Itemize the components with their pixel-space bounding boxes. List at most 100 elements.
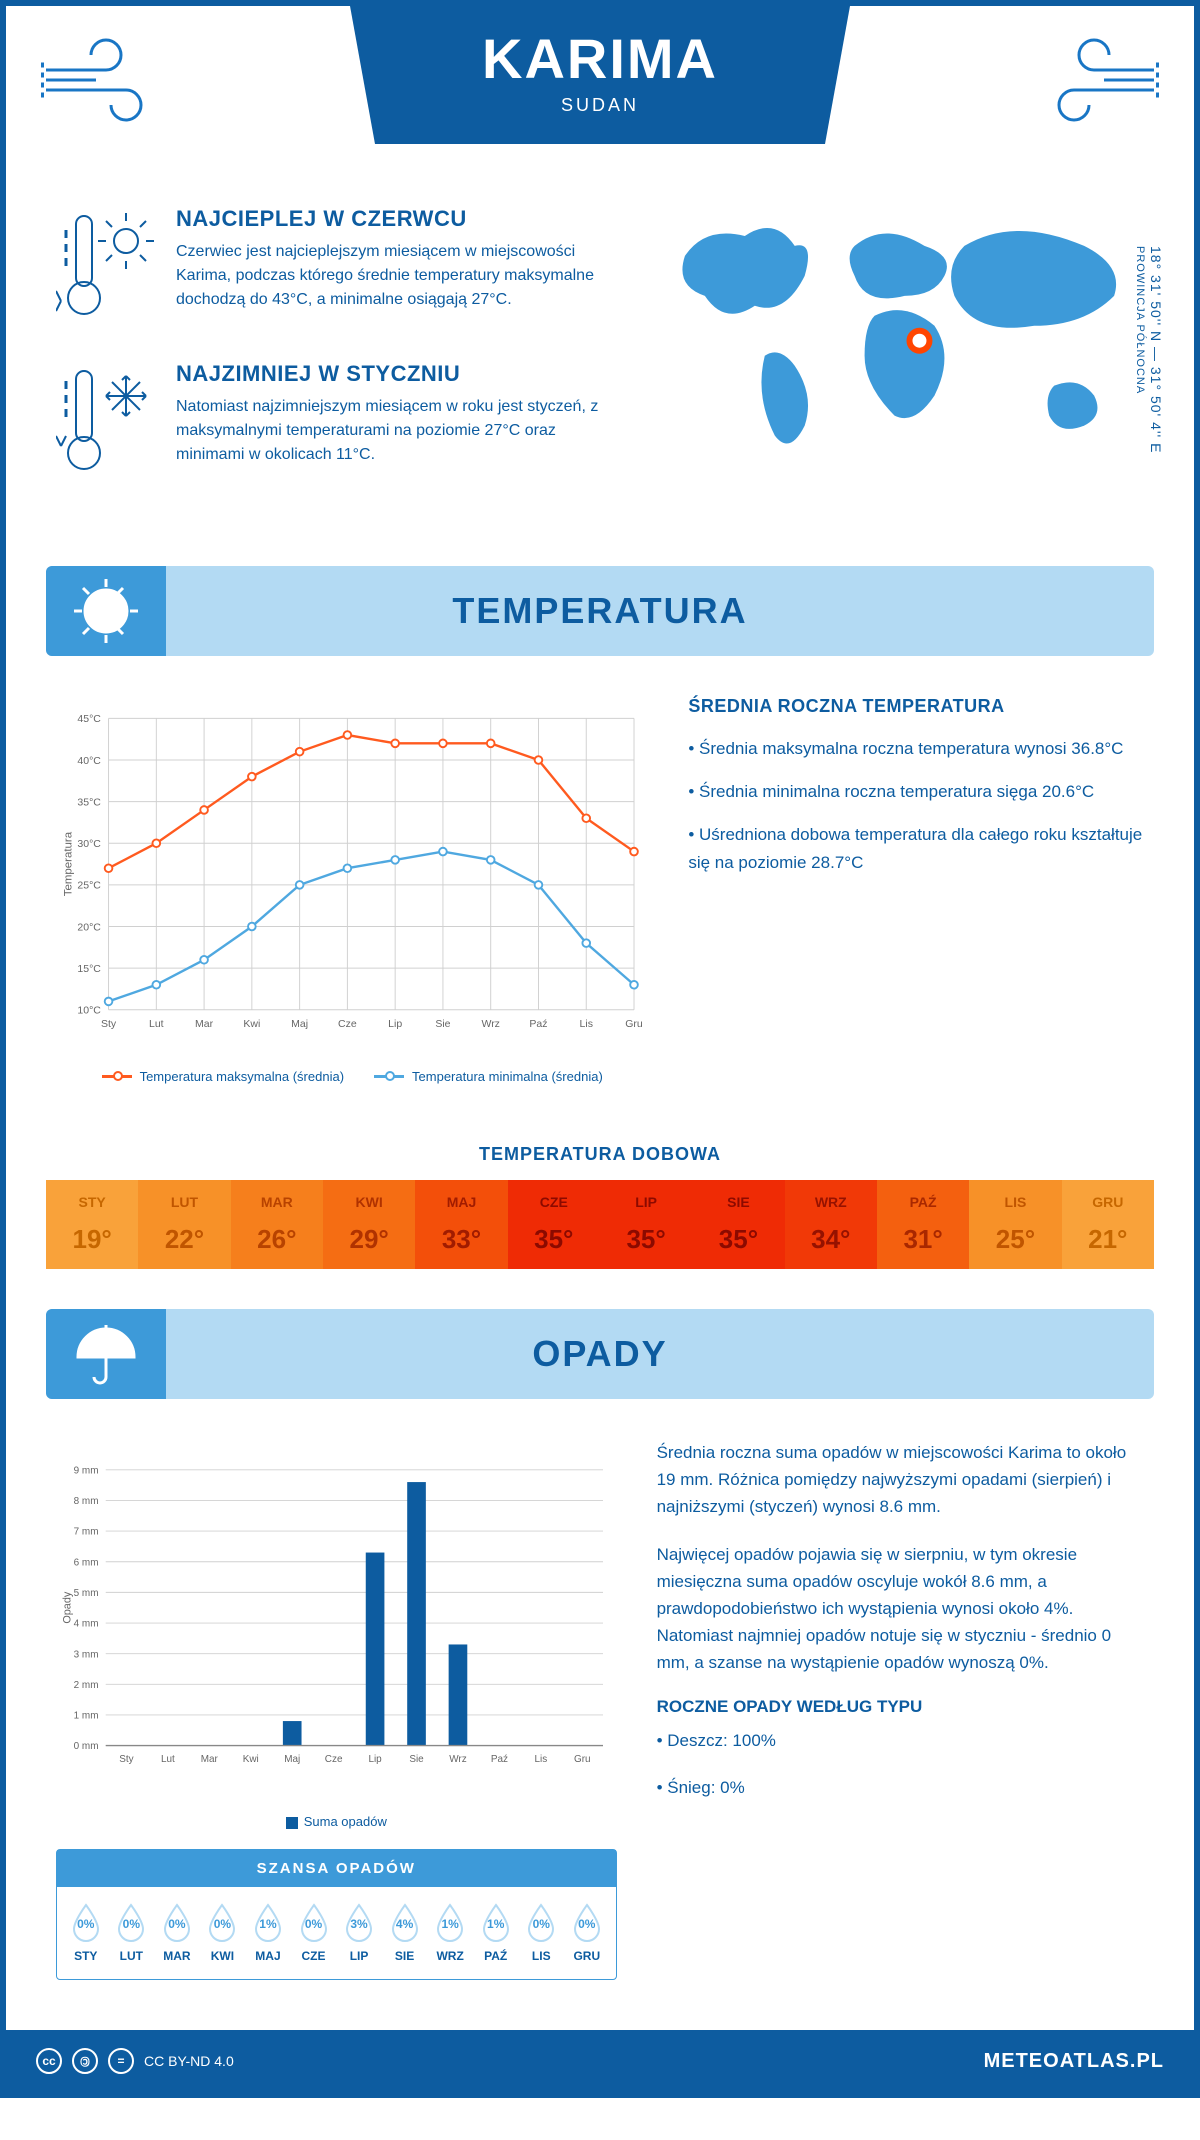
- svg-text:Wrz: Wrz: [449, 1754, 467, 1765]
- hot-text: Czerwiec jest najcieplejszym miesiącem w…: [176, 240, 605, 312]
- svg-text:10°C: 10°C: [77, 1005, 101, 1017]
- svg-text:20°C: 20°C: [77, 921, 101, 933]
- temperature-section-header: TEMPERATURA: [46, 566, 1154, 656]
- svg-text:9 mm: 9 mm: [74, 1465, 99, 1476]
- svg-text:35°C: 35°C: [77, 796, 101, 808]
- svg-text:Lut: Lut: [161, 1754, 175, 1765]
- svg-text:Paź: Paź: [529, 1018, 547, 1030]
- chance-cell: 0%LUT: [109, 1903, 155, 1963]
- type-item: • Śnieg: 0%: [657, 1774, 1144, 1801]
- svg-text:Sty: Sty: [119, 1754, 133, 1765]
- wind-icon: [36, 30, 176, 130]
- svg-text:Lut: Lut: [149, 1018, 164, 1030]
- svg-text:Sie: Sie: [409, 1754, 424, 1765]
- daily-temp-cell: CZE35°: [508, 1180, 600, 1269]
- stat-item: • Średnia maksymalna roczna temperatura …: [688, 735, 1144, 762]
- thermometer-sun-icon: [56, 206, 156, 331]
- daily-temp-table: STY19°LUT22°MAR26°KWI29°MAJ33°CZE35°LIP3…: [46, 1180, 1154, 1269]
- precip-chance-box: SZANSA OPADÓW 0%STY0%LUT0%MAR0%KWI1%MAJ0…: [56, 1849, 617, 1980]
- svg-text:0 mm: 0 mm: [74, 1741, 99, 1752]
- daily-temp-cell: MAJ33°: [415, 1180, 507, 1269]
- svg-text:25°C: 25°C: [77, 880, 101, 892]
- svg-text:Maj: Maj: [291, 1018, 308, 1030]
- chance-cell: 1%PAŹ: [473, 1903, 519, 1963]
- precip-chart: 0 mm1 mm2 mm3 mm4 mm5 mm6 mm7 mm8 mm9 mm…: [56, 1439, 617, 1829]
- stats-title: ŚREDNIA ROCZNA TEMPERATURA: [688, 696, 1144, 717]
- chance-cell: 1%MAJ: [245, 1903, 291, 1963]
- cold-fact: NAJZIMNIEJ W STYCZNIU Natomiast najzimni…: [56, 361, 605, 486]
- svg-text:Lis: Lis: [534, 1754, 547, 1765]
- thermometer-snow-icon: [56, 361, 156, 486]
- stat-item: • Średnia minimalna roczna temperatura s…: [688, 778, 1144, 805]
- svg-text:6 mm: 6 mm: [74, 1557, 99, 1568]
- precip-text-2: Najwięcej opadów pojawia się w sierpniu,…: [657, 1541, 1144, 1677]
- svg-text:Kwi: Kwi: [243, 1018, 260, 1030]
- chance-cell: 0%MAR: [154, 1903, 200, 1963]
- city-title: KARIMA: [350, 26, 850, 91]
- footer: cc 🄯 = CC BY-ND 4.0 METEOATLAS.PL: [6, 2030, 1194, 2092]
- svg-text:4 mm: 4 mm: [74, 1619, 99, 1630]
- daily-temp-cell: LIS25°: [969, 1180, 1061, 1269]
- chance-cell: 4%SIE: [382, 1903, 428, 1963]
- svg-text:Wrz: Wrz: [481, 1018, 499, 1030]
- temperature-stats: ŚREDNIA ROCZNA TEMPERATURA • Średnia mak…: [688, 696, 1144, 1084]
- svg-text:30°C: 30°C: [77, 838, 101, 850]
- cold-text: Natomiast najzimniejszym miesiącem w rok…: [176, 395, 605, 467]
- daily-temp-cell: KWI29°: [323, 1180, 415, 1269]
- svg-text:Gru: Gru: [625, 1018, 643, 1030]
- world-map: [645, 206, 1144, 471]
- svg-text:15°C: 15°C: [77, 963, 101, 975]
- svg-text:Opady: Opady: [61, 1591, 73, 1623]
- province: PROWINCJA PÓŁNOCNA: [1134, 246, 1146, 394]
- precip-title: OPADY: [532, 1333, 667, 1375]
- legend-min: Temperatura minimalna (średnia): [412, 1069, 603, 1084]
- cc-icon: cc: [36, 2048, 62, 2074]
- hot-title: NAJCIEPLEJ W CZERWCU: [176, 206, 605, 232]
- chance-cell: 0%LIS: [518, 1903, 564, 1963]
- stat-item: • Uśredniona dobowa temperatura dla całe…: [688, 821, 1144, 875]
- daily-temp-cell: SIE35°: [692, 1180, 784, 1269]
- title-banner: KARIMA SUDAN: [350, 6, 850, 144]
- latlon: 18° 31' 50'' N — 31° 50' 4'' E: [1148, 246, 1164, 453]
- daily-temp-cell: LUT22°: [138, 1180, 230, 1269]
- chance-cell: 3%LIP: [336, 1903, 382, 1963]
- daily-temp-cell: LIP35°: [600, 1180, 692, 1269]
- svg-text:1 mm: 1 mm: [74, 1711, 99, 1722]
- svg-text:Temperatura: Temperatura: [62, 831, 74, 896]
- chance-cell: 0%STY: [63, 1903, 109, 1963]
- nd-icon: =: [108, 2048, 134, 2074]
- chance-cell: 0%KWI: [200, 1903, 246, 1963]
- cold-title: NAJZIMNIEJ W STYCZNIU: [176, 361, 605, 387]
- svg-text:Cze: Cze: [338, 1018, 357, 1030]
- daily-temp-cell: WRZ34°: [785, 1180, 877, 1269]
- svg-text:Paź: Paź: [491, 1754, 508, 1765]
- sun-icon: [46, 566, 166, 656]
- legend-max: Temperatura maksymalna (średnia): [140, 1069, 344, 1084]
- svg-text:Kwi: Kwi: [243, 1754, 259, 1765]
- svg-text:Maj: Maj: [284, 1754, 300, 1765]
- svg-text:Lip: Lip: [368, 1754, 382, 1765]
- svg-text:5 mm: 5 mm: [74, 1588, 99, 1599]
- type-item: • Deszcz: 100%: [657, 1727, 1144, 1754]
- daily-temp-cell: STY19°: [46, 1180, 138, 1269]
- svg-text:7 mm: 7 mm: [74, 1527, 99, 1538]
- daily-temp-cell: MAR26°: [231, 1180, 323, 1269]
- svg-text:3 mm: 3 mm: [74, 1649, 99, 1660]
- coordinates: 18° 31' 50'' N — 31° 50' 4'' E PROWINCJA…: [1132, 246, 1164, 453]
- temperature-legend: Temperatura maksymalna (średnia) Tempera…: [56, 1069, 648, 1084]
- svg-text:8 mm: 8 mm: [74, 1496, 99, 1507]
- svg-text:Lip: Lip: [388, 1018, 402, 1030]
- license-text: CC BY-ND 4.0: [144, 2053, 234, 2069]
- hot-fact: NAJCIEPLEJ W CZERWCU Czerwiec jest najci…: [56, 206, 605, 331]
- umbrella-icon: [46, 1309, 166, 1399]
- svg-text:Gru: Gru: [574, 1754, 591, 1765]
- site-name: METEOATLAS.PL: [984, 2050, 1164, 2073]
- wind-icon: [1024, 30, 1164, 130]
- svg-text:Mar: Mar: [195, 1018, 214, 1030]
- chance-cell: 0%CZE: [291, 1903, 337, 1963]
- svg-text:Mar: Mar: [201, 1754, 219, 1765]
- by-type-title: ROCZNE OPADY WEDŁUG TYPU: [657, 1697, 1144, 1717]
- header: KARIMA SUDAN: [6, 6, 1194, 206]
- svg-text:Sty: Sty: [101, 1018, 117, 1030]
- by-icon: 🄯: [72, 2048, 98, 2074]
